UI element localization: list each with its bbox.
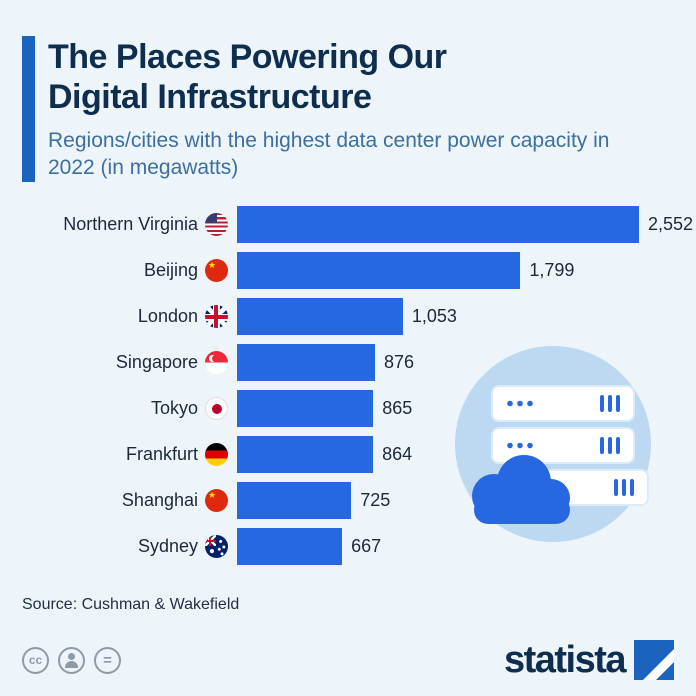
bar-label: Sydney <box>137 536 198 557</box>
page-title: The Places Powering Our Digital Infrastr… <box>48 38 447 116</box>
bar-label: Frankfurt <box>125 444 198 465</box>
bar <box>237 482 352 520</box>
flag-us-icon <box>205 213 228 237</box>
bar <box>237 252 521 290</box>
bar-track: 865 <box>237 390 639 428</box>
bar-label: Singapore <box>115 352 198 373</box>
bar-track: 725 <box>237 482 639 520</box>
bar <box>237 206 639 244</box>
bar-label-cell: Tokyo <box>22 397 228 421</box>
accent-bar <box>22 36 35 182</box>
statista-wordmark: statista <box>503 639 627 681</box>
flag-jp-icon <box>205 397 228 421</box>
footer: cc = statista <box>22 640 674 680</box>
bar-track: 876 <box>237 344 639 382</box>
bar-label-cell: London <box>22 305 228 329</box>
cloud-icon <box>472 455 570 524</box>
bar-track: 2,552 <box>237 206 693 244</box>
server-rack-icon <box>491 427 635 464</box>
bar-value: 864 <box>382 444 413 465</box>
bar-label-cell: Northern Virginia <box>22 213 228 237</box>
header: The Places Powering Our Digital Infrastr… <box>22 36 674 182</box>
bar-label: Northern Virginia <box>63 214 198 235</box>
bar-value: 2,552 <box>648 214 694 235</box>
bar <box>237 298 403 336</box>
bar-label: Shanghai <box>121 490 198 511</box>
bar-label-cell: Sydney <box>22 535 228 559</box>
flag-gb-icon <box>205 305 228 329</box>
statista-logo: statista <box>504 640 674 680</box>
bar <box>237 528 343 566</box>
bar-label-cell: Singapore <box>22 351 228 375</box>
bar-label-cell: Frankfurt <box>22 443 228 467</box>
chart-row: London 1,053 <box>22 294 674 340</box>
server-rack-icon <box>491 385 635 422</box>
chart-row: Tokyo 865 <box>22 386 674 432</box>
bar-value: 1,799 <box>529 260 575 281</box>
bar-value: 667 <box>351 536 382 557</box>
bar-label-cell: Beijing <box>22 259 228 283</box>
bar-value: 865 <box>382 398 413 419</box>
attribution-person-icon <box>58 646 85 674</box>
bar-label: Tokyo <box>150 398 198 419</box>
creative-commons-icon: cc <box>22 646 49 674</box>
no-derivatives-icon: = <box>94 646 121 674</box>
chart-row: Beijing 1,799 <box>22 248 674 294</box>
data-center-illustration <box>455 346 651 542</box>
chart-row: Singapore 876 <box>22 340 674 386</box>
bar-track: 667 <box>237 528 639 566</box>
bar-label: London <box>137 306 198 327</box>
bar-chart: Northern Virginia 2,552 Beijing 1,799 Lo… <box>22 202 693 570</box>
bar-track: 1,053 <box>237 298 639 336</box>
bar-label-cell: Shanghai <box>22 489 228 513</box>
bar-value: 876 <box>383 352 415 373</box>
header-text: The Places Powering Our Digital Infrastr… <box>48 36 633 182</box>
bar <box>237 390 374 428</box>
flag-cn-icon <box>205 259 228 283</box>
chart-row: Frankfurt 864 <box>22 432 674 478</box>
page-subtitle: Regions/cities with the highest data cen… <box>48 128 610 180</box>
flag-sg-icon <box>205 351 228 375</box>
bar-label: Beijing <box>143 260 198 281</box>
source-text: Source: Cushman & Wakefield <box>22 595 240 613</box>
flag-au-icon <box>205 535 228 559</box>
bar-track: 864 <box>237 436 639 474</box>
statista-logo-mark <box>634 640 674 680</box>
bar-value: 725 <box>360 490 391 511</box>
chart-row: Northern Virginia 2,552 <box>22 202 693 248</box>
flag-de-icon <box>205 443 228 467</box>
bar <box>237 436 374 474</box>
bar <box>237 344 375 382</box>
bar-track: 1,799 <box>237 252 639 290</box>
bar-value: 1,053 <box>411 306 457 327</box>
license-icons: cc = <box>22 646 121 674</box>
flag-cn-icon <box>205 489 228 513</box>
chart-row: Sydney 667 <box>22 524 674 570</box>
chart-row: Shanghai 725 <box>22 478 674 524</box>
